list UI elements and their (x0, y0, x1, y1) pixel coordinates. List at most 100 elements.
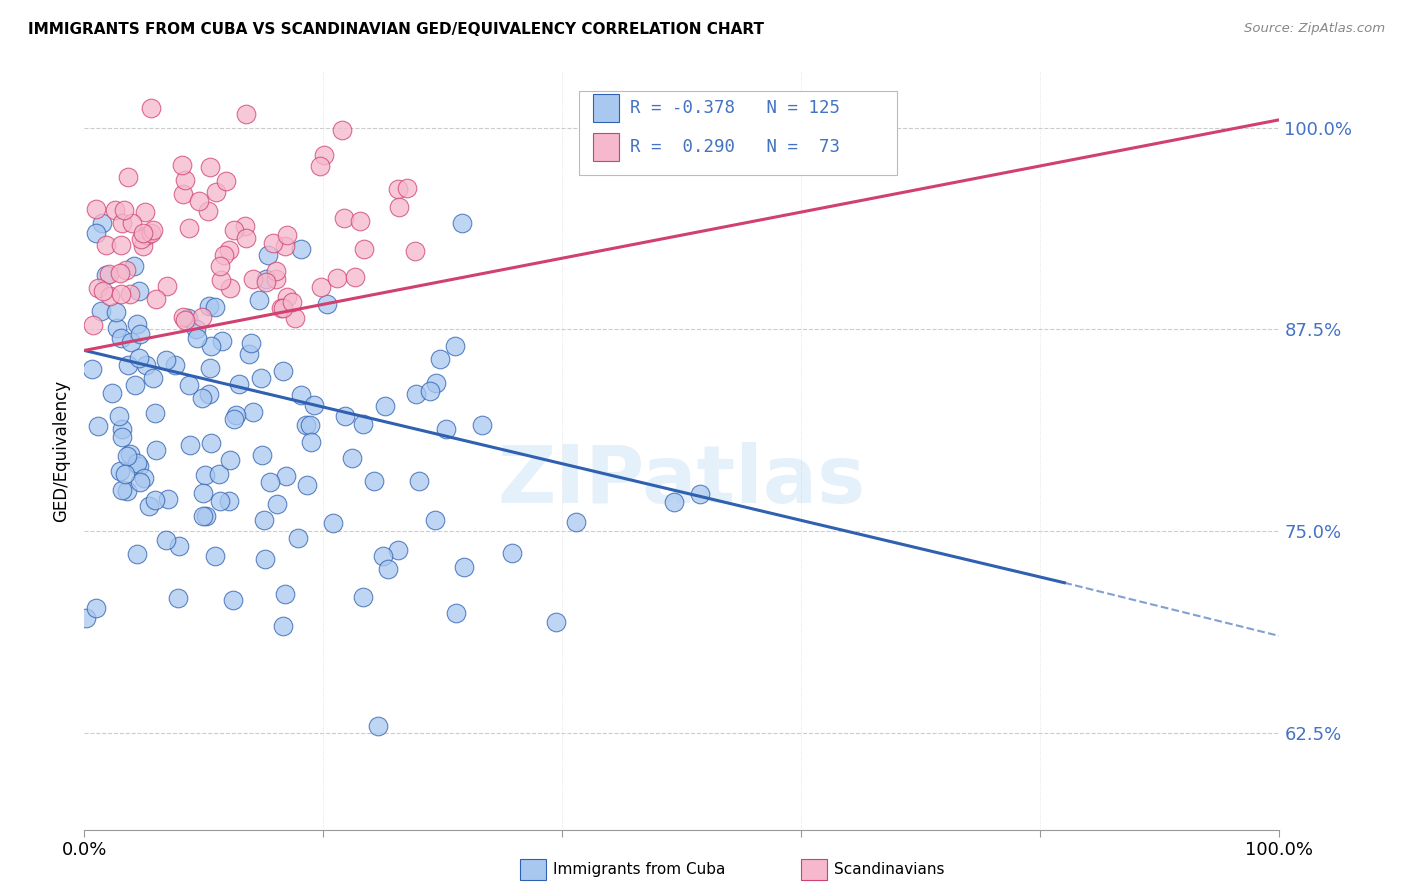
Point (129, 326, 152, 341)
Point (238, 347, 260, 361)
Point (138, 499, 160, 513)
Point (349, 214, 371, 228)
Point (222, 412, 245, 426)
Text: ZIPatlas: ZIPatlas (498, 442, 866, 520)
Point (204, 549, 226, 564)
Point (450, 216, 472, 230)
Point (233, 219, 256, 234)
Point (139, 101, 162, 115)
Point (98, 289, 121, 303)
Point (198, 360, 221, 375)
Point (262, 236, 284, 251)
Text: Scandinavians: Scandinavians (834, 863, 945, 877)
Point (219, 281, 242, 295)
Point (117, 358, 139, 372)
Point (273, 364, 295, 378)
Point (187, 194, 209, 208)
Point (80, 362, 103, 376)
Point (98, 267, 121, 281)
Point (135, 358, 157, 372)
Point (134, 471, 156, 485)
Point (353, 242, 375, 256)
Point (128, 351, 150, 365)
Point (157, 492, 180, 507)
Point (235, 107, 257, 121)
Point (242, 404, 264, 418)
Point (501, 546, 523, 560)
Point (90, 303, 112, 318)
Point (143, 406, 166, 420)
Point (222, 222, 245, 236)
Point (84, 601, 107, 615)
Point (294, 417, 316, 432)
Point (689, 487, 711, 501)
Point (287, 531, 309, 545)
Point (145, 292, 167, 306)
Point (110, 238, 132, 252)
Point (101, 385, 124, 400)
Point (367, 719, 389, 733)
Point (111, 217, 134, 231)
Point (124, 377, 146, 392)
Point (333, 409, 356, 423)
Point (218, 243, 240, 257)
Point (270, 301, 292, 315)
Point (208, 494, 231, 508)
Point (82, 318, 104, 332)
Point (118, 447, 141, 461)
Point (84, 202, 107, 216)
Point (326, 271, 349, 285)
Point (122, 259, 145, 273)
Point (252, 448, 274, 462)
Point (274, 239, 297, 253)
Point (290, 242, 312, 256)
Point (91, 216, 114, 230)
Point (145, 442, 167, 457)
Point (170, 158, 193, 172)
Point (228, 376, 250, 391)
Point (565, 515, 588, 529)
Text: R =  0.290   N =  73: R = 0.290 N = 73 (630, 138, 839, 156)
Point (132, 239, 155, 253)
Point (446, 607, 468, 621)
Point (134, 204, 156, 219)
Point (155, 533, 177, 548)
Point (352, 417, 374, 432)
Point (242, 271, 264, 285)
Point (377, 562, 399, 576)
Point (197, 203, 219, 218)
Point (218, 494, 240, 508)
Point (425, 376, 447, 390)
Point (205, 186, 228, 200)
Point (266, 272, 288, 286)
Point (274, 587, 297, 601)
Point (108, 409, 131, 424)
Point (142, 222, 165, 236)
Point (322, 516, 344, 530)
Point (316, 297, 339, 311)
Text: Immigrants from Cuba: Immigrants from Cuba (553, 863, 725, 877)
Point (118, 286, 141, 301)
Text: Source: ZipAtlas.com: Source: ZipAtlas.com (1244, 22, 1385, 36)
Point (132, 226, 155, 240)
Point (190, 310, 212, 325)
Point (471, 417, 494, 432)
Point (281, 294, 304, 309)
Y-axis label: GED/Equivalency: GED/Equivalency (52, 379, 70, 522)
Point (302, 398, 325, 412)
Point (193, 508, 215, 523)
Point (247, 293, 270, 307)
Point (91, 284, 114, 298)
Point (174, 172, 197, 186)
Point (120, 335, 142, 350)
Point (662, 495, 685, 509)
Point (115, 263, 138, 277)
Point (105, 321, 128, 335)
Point (112, 202, 135, 217)
Point (110, 266, 132, 280)
Point (436, 422, 458, 436)
Point (363, 474, 385, 488)
Point (425, 513, 447, 527)
Point (86, 226, 108, 240)
Point (219, 453, 242, 467)
